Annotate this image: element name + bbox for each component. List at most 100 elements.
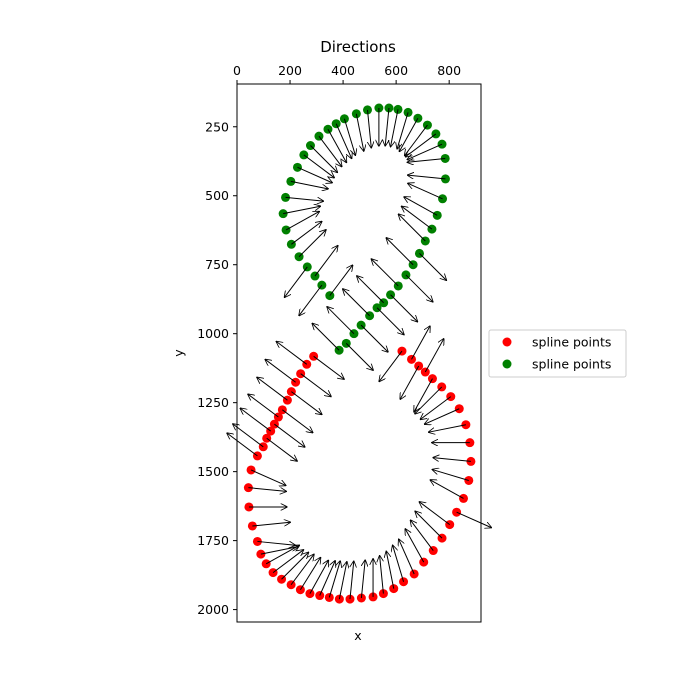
direction-arrow [291, 221, 321, 245]
direction-arrow [407, 157, 446, 162]
direction-arrow [366, 109, 371, 148]
direction-arrow [345, 342, 373, 370]
direction-arrow [410, 520, 434, 551]
direction-arrows-1 [227, 326, 491, 600]
direction-arrow [310, 145, 337, 173]
direction-arrow [313, 355, 344, 379]
direction-arrows-2 [283, 107, 446, 370]
direction-arrow [357, 276, 385, 304]
y-axis-ticks: 250 500 750 1000 1250 1500 1750 2000 [197, 119, 237, 617]
direction-arrow [265, 359, 296, 383]
y-axis-label: y [171, 349, 186, 357]
direction-arrow [329, 265, 353, 296]
direction-arrow [405, 529, 425, 563]
direction-arrow [399, 539, 415, 575]
x-axis-ticks: 0 200 400 600 800 [233, 63, 461, 84]
direction-arrow [425, 408, 460, 424]
direction-arrow [257, 377, 288, 401]
direction-arrow [402, 206, 433, 230]
direction-arrow [385, 107, 390, 146]
direction-arrow [250, 469, 286, 485]
direction-arrow [227, 433, 258, 457]
direction-arrow [360, 324, 388, 352]
direction-arrow [312, 323, 340, 351]
direction-arrow [266, 437, 297, 461]
x-tick-label: 200 [278, 63, 302, 78]
y-tick-label: 2000 [197, 602, 229, 617]
direction-arrow [240, 408, 271, 432]
axes-frame [236, 83, 482, 623]
y-tick-label: 1500 [197, 464, 229, 479]
direction-arrow [397, 112, 409, 148]
legend-frame [488, 329, 627, 378]
x-tick-label: 600 [384, 63, 408, 78]
direction-arrow [248, 487, 286, 492]
direction-arrow [424, 339, 443, 373]
direction-arrow [390, 294, 418, 322]
x-axis-label: x [354, 628, 361, 643]
y-tick-label: 250 [205, 119, 229, 134]
direction-arrow [399, 117, 419, 151]
direction-arrow [407, 143, 443, 159]
legend-entry: spline points [532, 335, 611, 350]
direction-arrow [314, 246, 338, 277]
direction-arrow [411, 326, 430, 360]
direction-arrow [282, 409, 312, 433]
direction-arrow [319, 561, 335, 596]
direction-arrow [260, 547, 298, 555]
direction-arrow [272, 550, 303, 574]
direction-arrow [297, 166, 332, 182]
direction-arrow [349, 561, 354, 600]
direction-arrow [299, 284, 323, 315]
direction-arrow [391, 109, 399, 146]
direction-arrow [290, 554, 314, 586]
direction-arrow [420, 396, 452, 420]
direction-arrow [283, 206, 320, 215]
x-tick-label: 800 [437, 63, 461, 78]
direction-arrow [419, 502, 451, 526]
direction-arrow [406, 133, 437, 157]
series-1 [243, 346, 476, 604]
legend-marker [502, 337, 512, 347]
direction-arrow [309, 560, 328, 594]
direction-arrow [335, 123, 351, 159]
y-tick-label: 750 [205, 257, 229, 272]
direction-arrow [376, 307, 404, 335]
x-tick-label: 400 [331, 63, 355, 78]
y-tick-label: 1000 [197, 326, 229, 341]
direction-arrow [429, 424, 466, 432]
direction-arrow [433, 458, 471, 462]
series-2 [278, 103, 450, 355]
direction-arrow [299, 557, 320, 590]
direction-arrow [327, 129, 346, 162]
direction-arrow [360, 560, 365, 599]
y-tick-label: 500 [205, 188, 229, 203]
direction-arrow [327, 307, 355, 335]
direction-arrow [284, 266, 308, 297]
direction-arrow [386, 238, 414, 266]
direction-arrow [303, 154, 334, 178]
direction-arrow [285, 211, 319, 231]
direction-arrow [290, 180, 328, 188]
direction-arrow [415, 511, 443, 539]
direction-arrow [379, 350, 403, 381]
legend: spline points spline points [488, 329, 627, 378]
direction-arrow [432, 470, 469, 481]
direction-arrow [257, 540, 295, 545]
direction-arrow [393, 545, 405, 582]
direction-arrow [405, 124, 428, 155]
direction-arrow [300, 373, 331, 397]
y-tick-label: 1250 [197, 395, 229, 410]
direction-arrow [404, 197, 438, 216]
legend-marker [502, 359, 512, 369]
direction-arrow [328, 561, 340, 598]
direction-arrow [233, 424, 264, 448]
x-tick-label: 0 [233, 63, 241, 78]
direction-arrow [419, 253, 446, 280]
direction-arrow [298, 230, 326, 258]
direction-arrow [285, 196, 324, 201]
direction-arrow [338, 562, 346, 600]
direction-arrow [248, 394, 279, 418]
direction-arrow [400, 365, 420, 399]
